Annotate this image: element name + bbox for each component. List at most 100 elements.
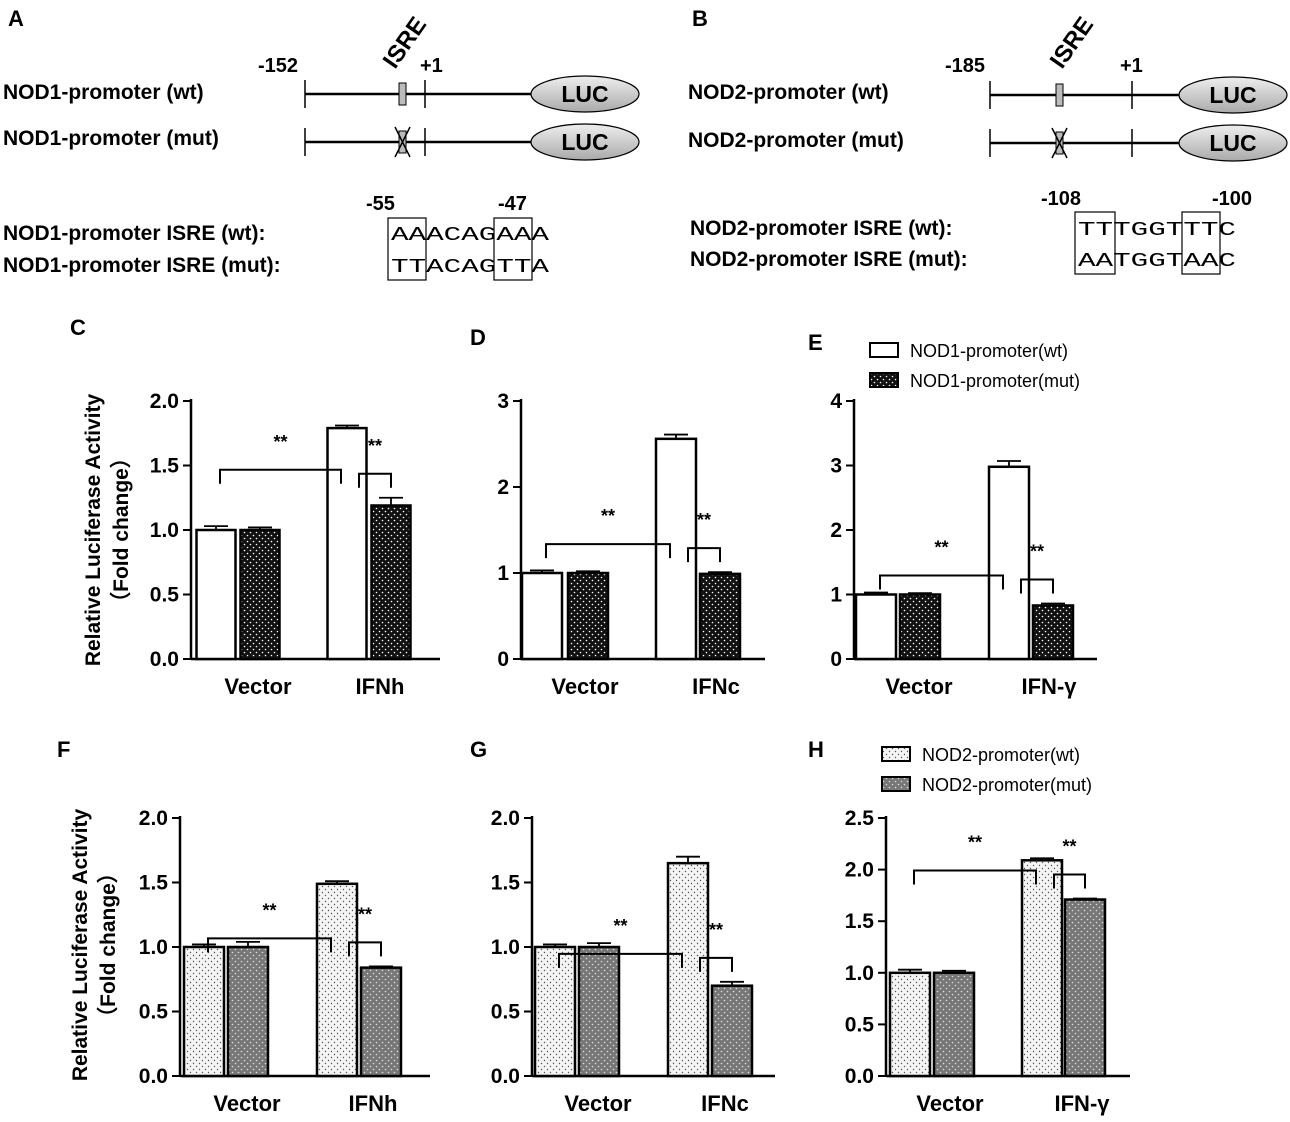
significance-bracket bbox=[1020, 578, 1054, 594]
seq-box-right bbox=[1181, 211, 1221, 275]
construct-label-wt: NOD2-promoter (wt) bbox=[688, 81, 889, 104]
panel-b-diagram: B NOD2-promoter (wt) NOD2-promoter (mut)… bbox=[688, 6, 1288, 275]
panel-label: E bbox=[808, 330, 823, 355]
significance-mark: ** bbox=[358, 904, 372, 924]
bar-nod1-promoter-wt- bbox=[854, 593, 898, 661]
bar-nod1-promoter-mut- bbox=[898, 593, 942, 661]
y-axis-label: Relative Luciferase Activity bbox=[69, 809, 92, 1082]
seq-label-mut: NOD2-promoter ISRE (mut): bbox=[690, 248, 968, 271]
luc-reporter bbox=[530, 123, 640, 161]
legend-label: NOD1-promoter(wt) bbox=[910, 341, 1068, 361]
legend-label: NOD2-promoter(mut) bbox=[922, 775, 1092, 795]
legend-label: NOD1-promoter(mut) bbox=[910, 371, 1080, 391]
significance-mark: ** bbox=[273, 432, 287, 452]
significance-mark: ** bbox=[1030, 542, 1044, 562]
y-tick-label: 0.5 bbox=[139, 1001, 169, 1024]
y-axis-label: Relative Luciferase Activity bbox=[82, 394, 105, 667]
luc-label: LUC bbox=[561, 81, 608, 107]
significance-mark: ** bbox=[697, 510, 711, 530]
construct-wt: LUC bbox=[989, 76, 1288, 114]
bar-nod2-promoter-wt- bbox=[1020, 859, 1064, 1078]
y-tick-label: 1 bbox=[830, 584, 842, 607]
luc-reporter bbox=[1178, 124, 1288, 162]
bar-nod2-promoter-wt- bbox=[315, 882, 359, 1078]
construct-wt: LUC bbox=[304, 75, 640, 113]
bar-nod1-promoter-mut- bbox=[239, 528, 281, 661]
seq-label-wt: NOD1-promoter ISRE (wt): bbox=[3, 222, 266, 245]
position-tss: +1 bbox=[1120, 55, 1143, 77]
luc-label: LUC bbox=[1209, 130, 1256, 156]
significance-bracket bbox=[879, 574, 1004, 590]
y-tick-label: 1 bbox=[497, 562, 509, 585]
chart-d: D 0 1 2 3 Vector IFNc ** ** bbox=[470, 325, 765, 699]
bar-nod2-promoter-mut- bbox=[577, 945, 621, 1078]
y-tick-label: 1.0 bbox=[845, 962, 874, 985]
significance-mark: ** bbox=[368, 436, 382, 456]
significance-mark: ** bbox=[613, 916, 627, 936]
significance-mark: ** bbox=[934, 538, 948, 558]
y-axis-label-unit: （Fold change） bbox=[96, 862, 120, 1028]
seq-position-left: -108 bbox=[1041, 188, 1081, 210]
y-tick-label: 0.5 bbox=[845, 1013, 875, 1036]
construct-label-mut: NOD1-promoter (mut) bbox=[3, 127, 219, 150]
x-category-label: Vector bbox=[885, 674, 953, 699]
panel-label-b: B bbox=[692, 6, 708, 31]
seq-box-right bbox=[493, 217, 533, 281]
significance-bracket bbox=[207, 937, 332, 953]
luc-reporter bbox=[530, 75, 640, 113]
significance-mark: ** bbox=[601, 506, 615, 526]
significance-bracket bbox=[699, 956, 733, 972]
seq-position-left: -55 bbox=[366, 193, 395, 215]
x-category-label: IFNh bbox=[356, 674, 405, 699]
y-tick-label: 0 bbox=[830, 648, 842, 671]
bar-nod2-promoter-mut- bbox=[226, 945, 270, 1078]
y-tick-label: 0.0 bbox=[139, 1065, 168, 1088]
seq-mut: TTACAGTTA bbox=[391, 256, 550, 278]
y-tick-label: 0 bbox=[497, 648, 509, 671]
significance-mark: ** bbox=[709, 920, 723, 940]
y-axis-label-unit: （Fold change） bbox=[109, 447, 133, 613]
panel-label: H bbox=[808, 737, 824, 762]
y-tick-label: 2 bbox=[830, 519, 842, 542]
y-tick-label: 0.5 bbox=[150, 584, 180, 607]
significance-bracket bbox=[1053, 873, 1086, 889]
seq-wt: AAACAGAAA bbox=[391, 224, 550, 246]
seq-box-left bbox=[1074, 211, 1116, 275]
significance-bracket bbox=[558, 952, 683, 968]
panel-a-diagram: A NOD1-promoter (wt) NOD1-promoter (mut)… bbox=[3, 6, 640, 281]
construct-label-wt: NOD1-promoter (wt) bbox=[3, 81, 204, 104]
x-category-label: IFNc bbox=[701, 1091, 749, 1116]
seq-box-left bbox=[387, 217, 427, 281]
bar-nod1-promoter-wt- bbox=[195, 528, 237, 661]
y-tick-label: 1.5 bbox=[139, 872, 169, 895]
bar-nod2-promoter-mut- bbox=[359, 966, 403, 1078]
y-tick-label: 1.5 bbox=[845, 910, 875, 933]
seq-position-right: -100 bbox=[1212, 188, 1252, 210]
x-category-label: Vector bbox=[564, 1091, 632, 1116]
position-tss: +1 bbox=[420, 55, 443, 77]
y-tick-label: 1.5 bbox=[491, 872, 521, 895]
x-category-label: Vector bbox=[224, 674, 292, 699]
significance-mark: ** bbox=[968, 832, 982, 852]
y-tick-label: 4 bbox=[830, 390, 842, 413]
panel-label: C bbox=[70, 315, 86, 340]
significance-bracket bbox=[545, 543, 671, 559]
bar-nod2-promoter-wt- bbox=[533, 945, 577, 1078]
y-tick-label: 3 bbox=[497, 390, 509, 413]
x-category-label: IFN-γ bbox=[1022, 674, 1078, 699]
isre-element bbox=[398, 82, 407, 106]
significance-bracket bbox=[358, 472, 392, 488]
bar-nod1-promoter-wt- bbox=[326, 426, 368, 661]
y-tick-label: 0.0 bbox=[150, 648, 179, 671]
position-start: -152 bbox=[258, 55, 298, 77]
construct-mut: LUC bbox=[989, 124, 1288, 162]
chart-g: G 0.0 0.5 1.0 1.5 2.0 Vector IFNc ** ** bbox=[470, 737, 775, 1116]
y-tick-label: 2.0 bbox=[139, 807, 168, 830]
significance-mark: ** bbox=[1062, 836, 1076, 856]
legend-swatch bbox=[881, 746, 911, 762]
bar-nod1-promoter-mut- bbox=[698, 572, 742, 661]
mutation-cross-icon bbox=[1051, 127, 1068, 159]
bar-nod2-promoter-mut- bbox=[1063, 898, 1107, 1078]
panel-label-a: A bbox=[8, 6, 24, 31]
bar-nod1-promoter-wt- bbox=[520, 571, 564, 661]
